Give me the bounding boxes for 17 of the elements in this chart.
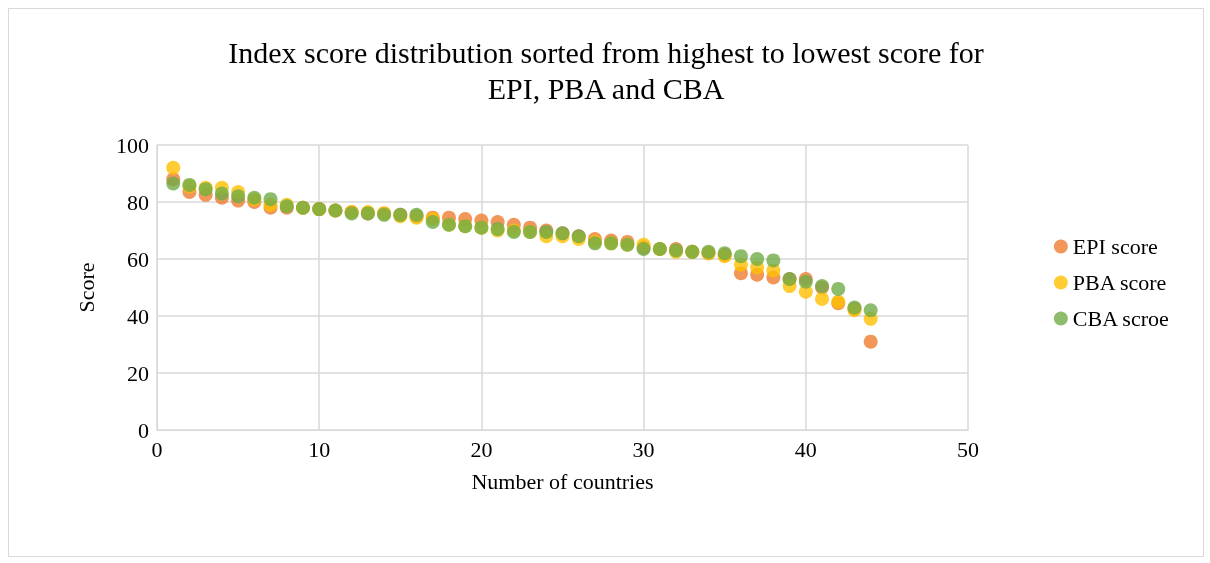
x-tick-label: 20 [470,436,493,462]
legend-label: CBA scroe [1072,306,1169,331]
legend-label: EPI score [1072,234,1158,259]
x-tick-label: 30 [632,436,655,462]
y-tick-label: 0 [138,417,149,443]
x-tick-label: 10 [308,436,331,462]
y-tick-label: 40 [127,303,149,329]
y-tick-label: 100 [116,132,149,158]
x-axis-title: Number of countries [471,468,654,494]
y-tick-label: 80 [127,189,149,215]
y-axis-title: Score [73,262,99,313]
chart-title: Index score distribution sorted from highest to lowest score for EPI, PBA and CBA [228,35,984,105]
y-tick-label: 60 [127,246,149,272]
x-tick-label: 40 [794,436,817,462]
y-tick-label: 20 [127,360,149,386]
x-tick-label: 50 [957,436,979,462]
legend-label: PBA score [1072,270,1167,295]
